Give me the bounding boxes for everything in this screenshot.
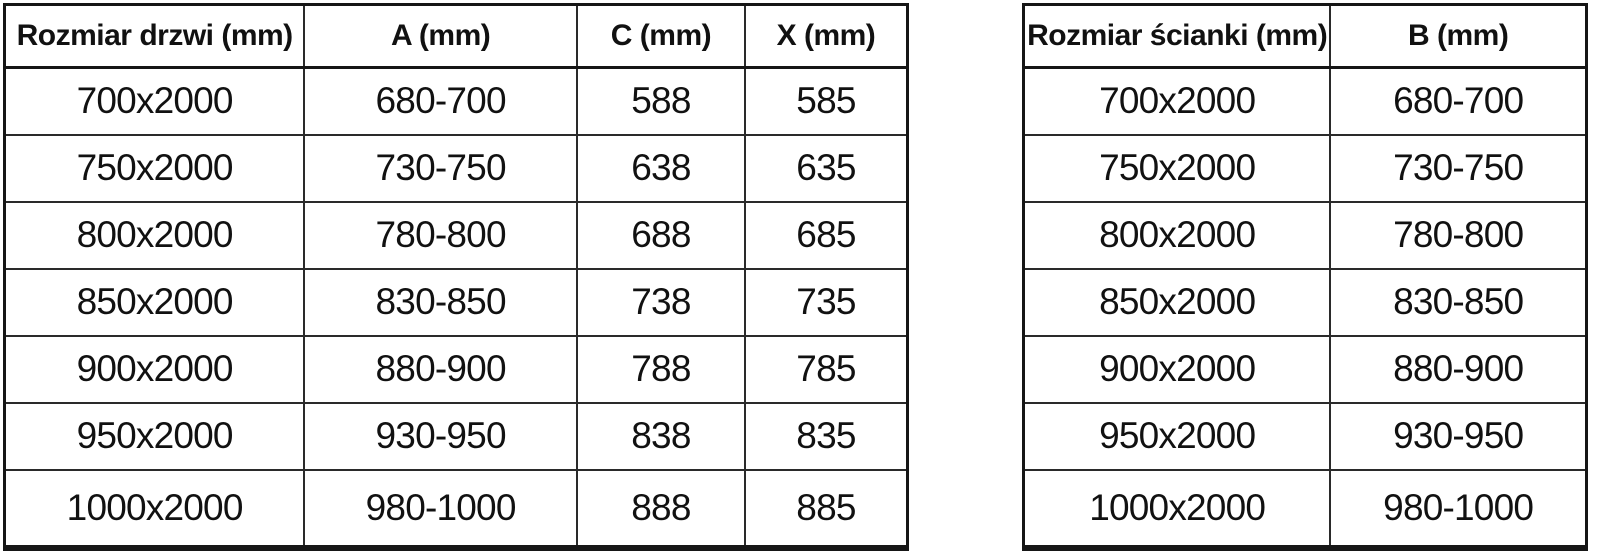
table-cell: 835 <box>743 401 909 471</box>
table-cell: 900x2000 <box>1022 334 1332 404</box>
table-row: 900x2000 880-900 <box>1022 334 1588 404</box>
table-cell: 900x2000 <box>3 334 306 404</box>
table-cell: 735 <box>743 267 909 337</box>
table-cell: 730-750 <box>303 133 578 203</box>
table-row: 850x2000 830-850 <box>1022 267 1588 337</box>
table-row: 800x2000 780-800 688 685 <box>3 200 909 270</box>
table-cell: 700x2000 <box>3 66 306 136</box>
table-cell: 635 <box>743 133 909 203</box>
table-cell: 638 <box>575 133 746 203</box>
table-cell: 980-1000 <box>1329 468 1588 549</box>
column-header-b: B (mm) <box>1329 3 1588 69</box>
table-cell: 588 <box>575 66 746 136</box>
table-cell: 950x2000 <box>3 401 306 471</box>
table-cell: 788 <box>575 334 746 404</box>
table-cell: 750x2000 <box>3 133 306 203</box>
table-row: 950x2000 930-950 838 835 <box>3 401 909 471</box>
column-header-door-size: Rozmiar drzwi (mm) <box>3 3 306 69</box>
table-row: 700x2000 680-700 <box>1022 66 1588 136</box>
table-cell: 850x2000 <box>3 267 306 337</box>
table-row: 1000x2000 980-1000 <box>1022 468 1588 549</box>
table-cell: 1000x2000 <box>3 468 306 549</box>
table-cell: 750x2000 <box>1022 133 1332 203</box>
table-cell: 738 <box>575 267 746 337</box>
table-cell: 838 <box>575 401 746 471</box>
table-cell: 800x2000 <box>3 200 306 270</box>
column-header-wall-size: Rozmiar ścianki (mm) <box>1022 3 1332 69</box>
table-cell: 880-900 <box>1329 334 1588 404</box>
table-cell: 785 <box>743 334 909 404</box>
table-row: 950x2000 930-950 <box>1022 401 1588 471</box>
table-row: 700x2000 680-700 588 585 <box>3 66 909 136</box>
door-size-table: Rozmiar drzwi (mm) A (mm) C (mm) X (mm) … <box>3 3 909 551</box>
table-cell: 950x2000 <box>1022 401 1332 471</box>
table-cell: 880-900 <box>303 334 578 404</box>
table-cell: 730-750 <box>1329 133 1588 203</box>
table-row: 1000x2000 980-1000 888 885 <box>3 468 909 549</box>
table-cell: 780-800 <box>303 200 578 270</box>
table-cell: 688 <box>575 200 746 270</box>
table-row: 900x2000 880-900 788 785 <box>3 334 909 404</box>
table-cell: 800x2000 <box>1022 200 1332 270</box>
column-header-x: X (mm) <box>743 3 909 69</box>
table-cell: 930-950 <box>1329 401 1588 471</box>
table-cell: 680-700 <box>303 66 578 136</box>
table-cell: 1000x2000 <box>1022 468 1332 549</box>
wall-size-table: Rozmiar ścianki (mm) B (mm) 700x2000 680… <box>1022 3 1588 551</box>
table-cell: 885 <box>743 468 909 549</box>
table-row: 850x2000 830-850 738 735 <box>3 267 909 337</box>
table-cell: 830-850 <box>303 267 578 337</box>
header-row: Rozmiar drzwi (mm) A (mm) C (mm) X (mm) <box>3 3 909 69</box>
column-header-c: C (mm) <box>575 3 746 69</box>
header-row: Rozmiar ścianki (mm) B (mm) <box>1022 3 1588 69</box>
table-cell: 830-850 <box>1329 267 1588 337</box>
table-cell: 585 <box>743 66 909 136</box>
column-header-a: A (mm) <box>303 3 578 69</box>
table-cell: 980-1000 <box>303 468 578 549</box>
table-cell: 930-950 <box>303 401 578 471</box>
table-cell: 850x2000 <box>1022 267 1332 337</box>
table-row: 750x2000 730-750 <box>1022 133 1588 203</box>
table-cell: 780-800 <box>1329 200 1588 270</box>
table-cell: 680-700 <box>1329 66 1588 136</box>
table-row: 800x2000 780-800 <box>1022 200 1588 270</box>
table-row: 750x2000 730-750 638 635 <box>3 133 909 203</box>
table-cell: 685 <box>743 200 909 270</box>
table-cell: 700x2000 <box>1022 66 1332 136</box>
table-cell: 888 <box>575 468 746 549</box>
